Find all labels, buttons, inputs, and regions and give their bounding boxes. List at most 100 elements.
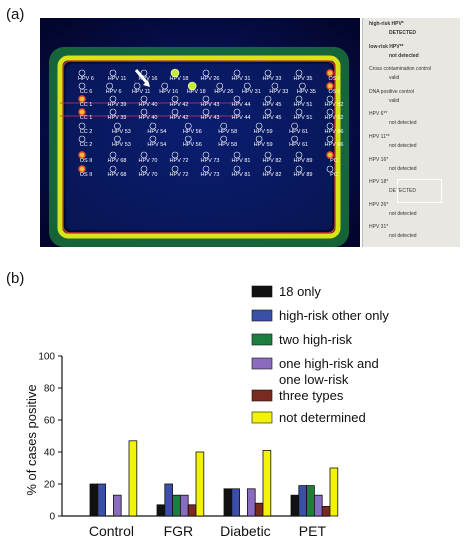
array-spot-label: HPV 45 (263, 102, 282, 108)
result-label: HPV 11** (369, 134, 390, 140)
array-spot-label: HPV 61 (289, 142, 308, 148)
array-spot (264, 95, 272, 103)
array-spot (326, 165, 334, 173)
array-spot-label: HPV 6 (106, 89, 122, 95)
array-spot-label: HPV 39 (108, 115, 127, 121)
bar-control-5 (128, 440, 138, 517)
legend-swatch (251, 389, 273, 402)
result-label: HPV 18* (369, 179, 389, 186)
legend-label: 18 only (279, 284, 321, 299)
array-spot-label: HPV 51 (294, 102, 313, 108)
legend: 18 only high-risk other only two high-risk… (251, 284, 389, 425)
array-spot-label: HPV 53 (112, 129, 131, 135)
array-spot (109, 108, 117, 116)
bar-fgr-4 (187, 504, 197, 517)
array-spot (114, 122, 121, 130)
array-spot-label: HPV 58 (218, 129, 237, 135)
bar-control-0 (89, 483, 99, 517)
result-value: not detected (389, 120, 417, 127)
array-spot-label: OS II (80, 172, 93, 178)
hpv-result-panel: high-risk HPV* DETECTED low-risk HPV** not … (362, 18, 460, 247)
array-spot-label: HPV 40 (139, 102, 158, 108)
legend-label: two high-risk (279, 332, 352, 347)
legend-swatch (251, 333, 273, 346)
array-spot-label: HPV 40 (139, 115, 158, 121)
array-spot (255, 122, 263, 130)
x-tick-label: Control (89, 523, 134, 539)
array-spot (140, 69, 148, 77)
array-spot (185, 135, 192, 143)
microarray-scan: HPV 6 HPV 11 HPV 16 HPV 18 HPV 26 HPV 31 HPV 3… (40, 18, 360, 247)
array-spot-label: HPV 26 (214, 89, 233, 95)
array-spot (202, 165, 210, 173)
bar-fgr-5 (195, 451, 205, 517)
array-spot-label: HPV 6 (78, 76, 94, 82)
bar-pet-4 (321, 505, 331, 517)
legend-label: not determined (279, 410, 366, 425)
array-spot-label: CC 2 (80, 142, 93, 148)
bar-fgr-3 (179, 494, 189, 517)
array-spot-label: CC 1 (80, 102, 93, 108)
hpv-18-highlight-box (397, 179, 442, 203)
array-spot-label: HPV 44 (232, 115, 251, 121)
array-spot (171, 108, 179, 116)
bar-control-1 (97, 483, 107, 517)
result-label: high-risk HPV* (369, 21, 404, 27)
bar-diabetic-5 (262, 449, 272, 517)
bar-fgr-1 (164, 483, 174, 517)
array-spot (140, 165, 148, 173)
array-spot (140, 108, 148, 116)
array-spot-label: HPV 81 (232, 158, 251, 164)
array-spot (133, 82, 141, 90)
result-label: Cross contamination control (369, 66, 431, 73)
array-spot (202, 108, 210, 116)
array-spot-label: HPV 18 (170, 76, 189, 82)
array-spot-label: HPV 81 (232, 172, 251, 178)
y-tick-label: 20 (44, 480, 56, 491)
bar-fgr-0 (156, 504, 166, 517)
array-spot (326, 95, 334, 103)
array-spot-label: HPV 59 (254, 129, 273, 135)
bar-pet-1 (298, 485, 307, 517)
bars (89, 440, 339, 517)
array-spot (171, 95, 179, 103)
array-spot (109, 165, 117, 173)
array-spot-label: OS I (328, 76, 339, 82)
array-spot (171, 165, 179, 173)
array-spot-label: HPV 18 (187, 89, 206, 95)
result-label: low-risk HPV** (369, 43, 404, 50)
array-spot-label: HPV 43 (201, 102, 220, 108)
array-spot-label: HPV 31 (232, 76, 251, 82)
legend-swatch (251, 411, 273, 424)
array-spot-label: HPV 73 (201, 172, 220, 178)
result-value: not detected (389, 52, 419, 59)
array-spot-label: OS I (328, 89, 339, 95)
y-tick-label: 0 (49, 512, 55, 523)
array-spot-label: HPV 72 (170, 172, 189, 178)
array-spot-label: OS II (80, 158, 93, 164)
array-spot (233, 69, 241, 77)
array-spot (264, 69, 272, 77)
array-spot (255, 135, 263, 143)
array-spot (326, 108, 334, 116)
array-spot-label: HPV 16 (159, 89, 178, 95)
array-spot-label: HPV 42 (170, 102, 189, 108)
result-label: HPV 26* (369, 201, 389, 208)
array-spot (216, 82, 224, 90)
array-spot (78, 122, 86, 130)
array-spot-label: HPV 89 (294, 158, 313, 164)
array-spot (202, 69, 210, 77)
array-spot-label: HPV 51 (294, 115, 313, 121)
array-spot (106, 82, 113, 90)
array-spot (233, 108, 241, 116)
x-tick-label: Diabetic (220, 523, 271, 539)
result-value: DETECTED (389, 188, 416, 195)
y-tick-label: 60 (44, 416, 56, 427)
array-spot (78, 82, 86, 90)
array-spot-label: HPV 39 (108, 102, 127, 108)
array-spot-label: HPV 52 (325, 115, 344, 121)
array-spot (78, 151, 86, 159)
result-label: HPV 6** (369, 111, 388, 118)
legend-label: high-risk other only (279, 308, 389, 323)
array-spot-label: HPV 66 (325, 142, 344, 148)
